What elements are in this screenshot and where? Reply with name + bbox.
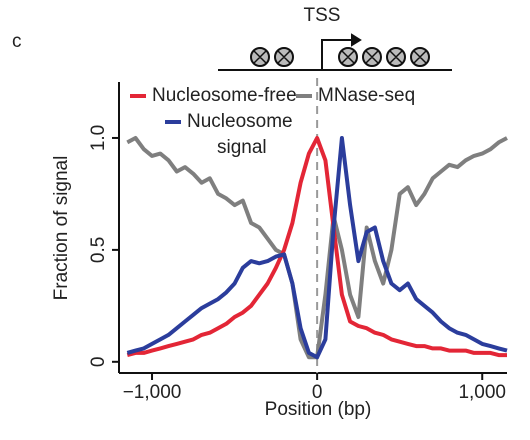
legend-label: Nucleosome-free	[152, 85, 297, 106]
series-line	[126, 136, 508, 360]
series-line	[126, 136, 507, 358]
tss-label: TSS	[304, 5, 341, 26]
x-axis-label: Position (bp)	[265, 399, 372, 420]
x-tick-label: −1,000	[123, 382, 182, 403]
x-tick-label: 1,000	[458, 382, 506, 403]
nucleosomes	[250, 47, 430, 67]
legend-label: Nucleosome signal	[187, 111, 298, 158]
tss-diagram	[218, 33, 452, 71]
arrow-head	[351, 33, 362, 47]
legend-label: MNase-seq	[318, 85, 415, 106]
y-tick-label: 0	[88, 357, 109, 368]
y-tick-label: 1.0	[88, 125, 109, 151]
x-tick-label: 0	[312, 382, 323, 403]
y-tick-label: 0.5	[88, 237, 109, 263]
nucleosome-marks	[253, 50, 427, 64]
panel-label: c	[12, 31, 22, 52]
tss-arrow	[321, 39, 352, 70]
y-axis-label: Fraction of signal	[51, 156, 72, 301]
